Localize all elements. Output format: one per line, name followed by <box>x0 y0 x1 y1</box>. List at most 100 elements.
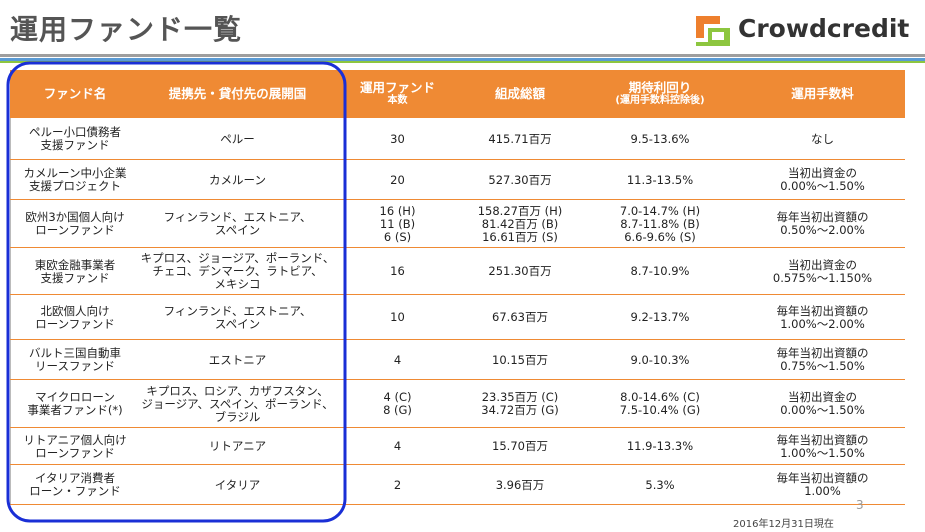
cell-line: ジョージア、スペイン、ポーランド、 <box>141 396 334 411</box>
cell-line: 1.00%～2.00% <box>780 316 865 331</box>
cell-line: 運用手数料 <box>791 86 854 101</box>
footnote: 2016年12月31日現在 <box>733 519 834 530</box>
table-cell: 16 <box>335 248 460 295</box>
table-cell: カメルーン中小企業 支援プロジェクト <box>10 160 140 200</box>
cell-line: 提携先・貸付先の展開国 <box>168 86 307 101</box>
cell-line: 8.0-14.6% (C) <box>620 390 700 404</box>
row-separator <box>10 247 905 248</box>
table-cell: 5.3% <box>580 465 740 505</box>
header-cell: 期待利回り (運用手数料控除後) <box>580 70 740 118</box>
table-cell: 当初出資金の 0.575%～1.150% <box>740 248 905 295</box>
cell-line: キプロス、ロシア、カザフスタン、 <box>146 383 329 398</box>
cell-line: 158.27百万 (H) <box>477 203 563 218</box>
cell-line: 支援ファンド <box>40 270 110 285</box>
cell-line: (運用手数料控除後) <box>615 95 705 106</box>
header-cell: 運用手数料 <box>740 70 905 118</box>
table-cell: 北欧個人向け ローンファンド <box>10 295 140 340</box>
cell-line: 事業者ファンド(*) <box>27 403 123 417</box>
table-cell: イタリア <box>140 465 335 505</box>
cell-line: 当初出資金の <box>788 166 857 180</box>
row-separator <box>10 379 905 380</box>
cell-line: ファンド名 <box>43 86 107 101</box>
cell-line: イタリア <box>214 477 261 492</box>
cell-line: 期待利回り <box>628 80 692 95</box>
table-cell: 毎年当初出資額の 1.00%～2.00% <box>740 295 905 340</box>
table-cell: 16 (H) 11 (B) 6 (S) <box>335 200 460 248</box>
table-cell: イタリア消費者 ローン・ファンド <box>10 465 140 505</box>
table-cell: キプロス、ジョージア、ポーランド、 チェコ、デンマーク、ラトビア、 メキシコ <box>140 248 335 295</box>
table-cell: 8.0-14.6% (C) 7.5-10.4% (G) <box>580 380 740 428</box>
cell-line: 16 <box>390 264 405 278</box>
cell-line: 7.0-14.7% (H) <box>619 203 701 218</box>
cell-line: 支援プロジェクト <box>29 179 121 193</box>
cell-line: 16 (H) <box>379 203 416 218</box>
cell-line: 1.00%～1.50% <box>780 445 865 460</box>
page-number: 3 <box>856 498 864 512</box>
cell-line: 0.75%～1.50% <box>780 359 865 373</box>
table-cell: 4 <box>335 340 460 380</box>
row-separator <box>10 427 905 428</box>
table-cell: 当初出資金の 0.00%～1.50% <box>740 160 905 200</box>
table-cell: 3.96百万 <box>460 465 580 505</box>
cell-line: 0.00%～1.50% <box>780 403 865 417</box>
cell-line: 6 (S) <box>383 229 412 244</box>
cell-line: 当初出資金の <box>788 390 857 404</box>
table-cell: なし <box>740 118 905 160</box>
cell-line: 6.6-9.6% (S) <box>624 229 696 244</box>
table-cell: 30 <box>335 118 460 160</box>
cell-line: 415.71百万 <box>488 131 552 146</box>
cell-line: なし <box>811 131 834 146</box>
table-cell: 8.7-10.9% <box>580 248 740 295</box>
table-cell: リトアニア <box>140 428 335 465</box>
cell-line: フィンランド、エストニア、 <box>163 303 312 318</box>
cell-line: 0.00%～1.50% <box>780 179 865 193</box>
row-separator <box>10 199 905 200</box>
row-separator <box>10 294 905 295</box>
table-cell: 東欧金融事業者 支援ファンド <box>10 248 140 295</box>
cell-line: 毎年当初出資額の <box>776 303 869 318</box>
cell-line: 5.3% <box>645 477 675 492</box>
cell-line: 23.35百万 (C) <box>481 390 559 404</box>
cell-line: ローン・ファンド <box>29 484 121 498</box>
row-separator <box>10 464 905 465</box>
cell-line: 毎年当初出資額の <box>776 432 869 447</box>
cell-line: 4 (C) <box>383 390 412 404</box>
cell-line: 東欧金融事業者 <box>34 257 116 272</box>
cell-line: 16.61百万 (S) <box>482 229 558 244</box>
cell-line: エストニア <box>208 352 267 367</box>
cell-line: 0.575%～1.150% <box>772 270 873 285</box>
header-cell: ファンド名 <box>10 70 140 118</box>
cell-line: 10.15百万 <box>492 352 548 367</box>
cell-line: 8.7-11.8% (B) <box>620 216 700 231</box>
table-cell: 11.9-13.3% <box>580 428 740 465</box>
cell-line: 11 (B) <box>379 216 416 231</box>
table-cell: フィンランド、エストニア、 スペイン <box>140 200 335 248</box>
table-cell: 4 <box>335 428 460 465</box>
cell-line: 毎年当初出資額の <box>776 471 869 485</box>
cell-line: ローンファンド <box>35 445 115 460</box>
cell-line: 67.63百万 <box>492 310 548 324</box>
table-cell: 415.71百万 <box>460 118 580 160</box>
row-separator <box>10 504 905 505</box>
table-cell: ペルー小口債務者 支援ファンド <box>10 118 140 160</box>
cell-line: 0.50%～2.00% <box>780 223 865 237</box>
table-cell: 7.0-14.7% (H) 8.7-11.8% (B) 6.6-9.6% (S) <box>580 200 740 248</box>
cell-line: 本数 <box>387 95 408 106</box>
table-cell: 欧州3か国個人向け ローンファンド <box>10 200 140 248</box>
cell-line: 毎年当初出資額の <box>776 346 869 360</box>
cell-line: 9.2-13.7% <box>630 310 690 324</box>
cell-line: 9.0-10.3% <box>630 352 690 367</box>
cell-line: メキシコ <box>214 277 261 291</box>
table-cell: 251.30百万 <box>460 248 580 295</box>
table-cell: エストニア <box>140 340 335 380</box>
cell-line: 北欧個人向け <box>40 303 110 318</box>
cell-line: ペルー <box>220 131 255 146</box>
cell-line: 4 <box>393 439 402 453</box>
cell-line: 4 <box>393 352 402 367</box>
table-cell: カメルーン <box>140 160 335 200</box>
table-cell: 20 <box>335 160 460 200</box>
table-cell: 毎年当初出資額の 1.00%～1.50% <box>740 428 905 465</box>
logo-icon <box>696 16 730 46</box>
